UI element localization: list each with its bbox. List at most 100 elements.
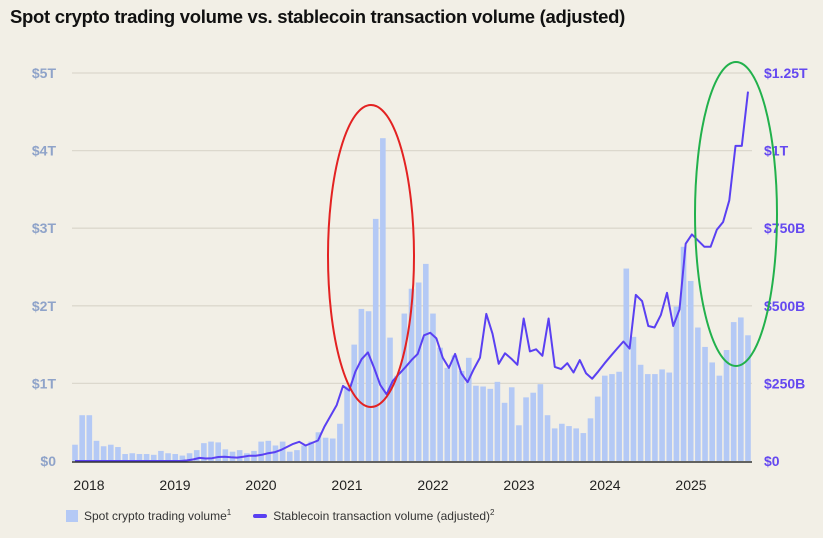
x-tick-label: 2020 — [245, 477, 276, 493]
legend-line-label: Stablecoin transaction volume (adjusted)… — [273, 508, 495, 523]
bar — [358, 308, 365, 461]
bar — [609, 374, 615, 461]
bar — [129, 453, 136, 461]
bar — [551, 428, 558, 461]
bar — [695, 327, 701, 461]
x-tick-label: 2025 — [675, 477, 706, 493]
bar — [387, 337, 393, 461]
bar — [566, 426, 572, 461]
bar — [100, 446, 107, 461]
bar — [580, 433, 587, 461]
stablecoin-line — [75, 91, 749, 462]
bar — [115, 447, 121, 461]
bar — [329, 438, 336, 461]
bar — [444, 367, 451, 461]
bar — [637, 364, 644, 461]
legend: Spot crypto trading volume1 Stablecoin t… — [66, 508, 494, 523]
bar — [666, 372, 673, 461]
bar — [559, 423, 565, 461]
bar — [143, 454, 150, 461]
bar — [136, 454, 143, 461]
bar — [702, 346, 708, 461]
left-axis-ticks: $0 $1T $2T $3T $4T $5T — [32, 65, 57, 469]
right-tick-label: $750B — [764, 220, 805, 236]
bar — [423, 263, 429, 461]
bar — [523, 397, 529, 461]
bar — [229, 451, 236, 461]
bar — [380, 138, 386, 461]
bar — [372, 218, 379, 461]
bar — [594, 396, 601, 461]
bar — [730, 322, 737, 461]
bar — [451, 355, 458, 461]
left-tick-label: $1T — [32, 375, 57, 391]
left-tick-label: $2T — [32, 298, 57, 314]
bar — [401, 313, 408, 461]
bar — [480, 386, 486, 461]
bar — [709, 362, 716, 461]
bar — [322, 437, 329, 461]
bar — [222, 449, 229, 461]
bar — [308, 441, 315, 461]
right-tick-label: $0 — [764, 453, 780, 469]
bar — [659, 369, 665, 461]
right-tick-label: $250B — [764, 375, 805, 391]
bar — [301, 445, 307, 461]
right-axis-ticks: $0 $250B $500B $750B $1T $1.25T — [764, 65, 808, 469]
bar — [487, 388, 494, 461]
bar — [673, 306, 680, 461]
bar — [458, 370, 465, 461]
bar — [501, 402, 508, 461]
bar — [86, 415, 93, 461]
legend-bar-label: Spot crypto trading volume1 — [84, 508, 232, 523]
bar — [630, 336, 637, 461]
legend-bar-swatch — [66, 509, 78, 522]
bar — [544, 415, 551, 461]
x-tick-label: 2023 — [503, 477, 534, 493]
x-tick-label: 2024 — [589, 477, 620, 493]
bar — [351, 344, 358, 461]
bar — [623, 268, 630, 461]
right-tick-label: $500B — [764, 298, 805, 314]
bar — [616, 371, 622, 461]
bar — [680, 246, 687, 461]
bar — [394, 375, 400, 461]
bar — [365, 311, 372, 461]
bar — [687, 280, 694, 461]
bar — [186, 453, 193, 461]
x-tick-label: 2022 — [417, 477, 448, 493]
red-annotation-ellipse — [327, 104, 415, 408]
left-tick-label: $0 — [40, 453, 56, 469]
right-tick-label: $1T — [764, 143, 789, 159]
bar — [158, 450, 164, 461]
bar — [716, 375, 723, 461]
bar — [172, 454, 179, 461]
bar — [437, 347, 443, 461]
bar — [415, 282, 422, 461]
annotations — [327, 61, 778, 408]
bar — [738, 317, 744, 461]
x-tick-label: 2019 — [159, 477, 190, 493]
bar — [258, 441, 264, 461]
bar — [315, 432, 322, 461]
chart-title: Spot crypto trading volume vs. stablecoi… — [10, 6, 626, 27]
bar-series — [72, 138, 751, 461]
bar — [430, 313, 436, 461]
bar — [179, 455, 186, 461]
left-tick-label: $3T — [32, 220, 57, 236]
x-tick-label: 2021 — [331, 477, 362, 493]
bar — [537, 384, 544, 461]
bar — [723, 350, 730, 461]
bar — [93, 440, 100, 461]
bar — [337, 423, 343, 461]
bar — [602, 375, 608, 461]
bar — [494, 381, 501, 461]
bar — [344, 386, 350, 461]
bar — [165, 453, 171, 461]
bar — [107, 444, 114, 461]
right-tick-label: $1.25T — [764, 65, 808, 81]
green-annotation-ellipse — [694, 61, 778, 367]
bar — [286, 451, 293, 461]
bar — [150, 454, 157, 461]
